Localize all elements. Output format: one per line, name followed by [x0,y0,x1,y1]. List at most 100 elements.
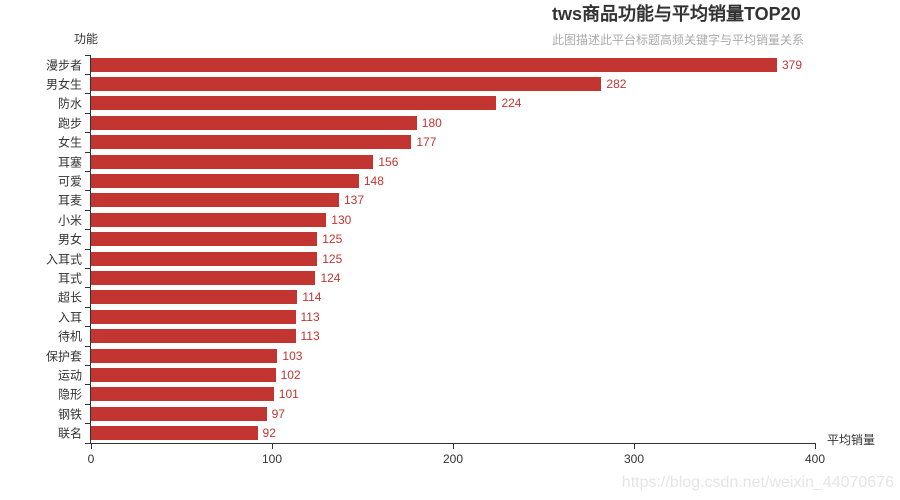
category-label: 超长 [57,290,82,305]
y-axis-tick [85,248,91,250]
bar[interactable] [91,232,318,247]
y-axis-tick [85,384,91,386]
y-axis-tick [85,442,91,444]
bar[interactable] [91,290,298,305]
bar-row[interactable]: 跑步 180 [58,113,815,132]
value-label: 125 [322,251,343,266]
value-label: 130 [331,212,352,227]
bar[interactable] [91,96,497,111]
bar-row[interactable]: 耳麦 137 [58,191,815,210]
y-axis-tick [85,73,91,75]
bar-row[interactable]: 漫步者 379 [46,55,815,74]
category-label: 漫步者 [45,58,82,73]
value-label: 125 [322,232,343,247]
x-axis-tick [453,443,454,449]
bar-row[interactable]: 联名 92 [58,424,815,443]
bar[interactable] [91,57,777,72]
bar[interactable] [91,309,296,324]
y-axis-tick [85,326,91,328]
y-axis-tick [85,229,91,231]
y-axis-tick [85,267,91,269]
x-axis-tick [272,443,273,449]
bar[interactable] [91,251,318,266]
bar-row[interactable]: 运动 102 [58,365,815,384]
x-axis-tick-label: 0 [87,452,95,466]
value-label: 379 [781,57,803,72]
category-label: 可爱 [57,174,82,189]
bar[interactable] [91,348,278,363]
bar-row[interactable]: 待机 113 [58,327,815,346]
x-axis-tick [815,443,816,449]
bar[interactable] [91,426,258,441]
value-label: 137 [343,193,364,208]
value-label: 102 [280,368,301,383]
x-axis-tick [91,443,92,449]
watermark-text: https://blog.csdn.net/weixin_44070676 [621,474,894,491]
bar-row[interactable]: 超长 114 [58,288,815,307]
chart-title: tws商品功能与平均销量TOP20 [552,4,801,24]
bar[interactable] [91,387,274,402]
x-axis-tick-label: 300 [623,452,645,466]
bar[interactable] [91,77,602,92]
category-label: 耳麦 [57,193,82,208]
value-label: 177 [416,135,437,150]
category-label: 小米 [57,213,82,228]
category-label: 入耳 [57,310,82,325]
value-label: 180 [421,115,442,130]
bar-row[interactable]: 女生 177 [58,133,815,152]
y-axis-tick [85,345,91,347]
y-axis-tick [85,209,91,211]
bar-row[interactable]: 保护套 103 [46,346,815,365]
bar[interactable] [91,368,276,383]
bar[interactable] [91,193,339,208]
value-label: 97 [271,406,285,421]
bar-row[interactable]: 男女生 282 [46,74,815,93]
y-axis-tick [85,364,91,366]
category-label: 跑步 [57,116,82,131]
bar[interactable] [91,154,374,169]
bar[interactable] [91,406,267,421]
plot-area: 漫步者 379 男女生 282 防水 224 跑步 180 女生 177 耳塞 156 可爱 148 耳麦 1… [46,54,875,466]
bar-row[interactable]: 隐形 101 [58,385,815,404]
bar[interactable] [91,174,359,189]
y-axis-tick [85,190,91,192]
y-axis-tick [85,151,91,153]
bar-row[interactable]: 防水 224 [58,94,815,113]
bar-row[interactable]: 耳式 124 [58,268,815,287]
bar[interactable] [91,115,417,130]
category-label: 防水 [57,96,82,111]
bar-row[interactable]: 小米 130 [58,210,815,229]
x-axis-tick-label: 400 [804,452,826,466]
bar-row[interactable]: 钢铁 97 [58,404,815,423]
bar[interactable] [91,271,316,286]
category-label: 女生 [57,135,82,150]
bar-row[interactable]: 入耳 113 [58,307,815,326]
y-axis-tick [85,170,91,172]
bar-row[interactable]: 可爱 148 [58,171,815,190]
value-label: 156 [378,154,399,169]
chart-subtitle: 此图描述此平台标题高频关键字与平均销量关系 [552,32,805,47]
value-label: 148 [363,174,384,189]
y-axis-tick [85,132,91,134]
value-label: 224 [501,96,522,111]
title-block: tws商品功能与平均销量TOP20 此图描述此平台标题高频关键字与平均销量关系 [552,4,852,47]
bar-row[interactable]: 入耳式 125 [46,249,815,268]
value-label: 101 [278,387,299,402]
category-label: 耳塞 [57,155,82,170]
bar[interactable] [91,329,296,344]
x-axis-tick-label: 100 [261,452,283,466]
category-label: 钢铁 [57,407,82,422]
category-label: 入耳式 [45,252,82,267]
y-axis-tick [85,403,91,405]
bar[interactable] [91,212,327,227]
bar-row[interactable]: 耳塞 156 [58,152,815,171]
value-label: 124 [320,271,341,286]
value-label: 113 [300,329,320,344]
bar-row[interactable]: 男女 125 [58,230,815,249]
y-axis-title: 功能 [74,32,99,46]
bar[interactable] [91,135,412,150]
y-axis-tick [85,287,91,289]
x-axis-tick-label: 200 [442,452,464,466]
value-label: 282 [606,77,627,92]
